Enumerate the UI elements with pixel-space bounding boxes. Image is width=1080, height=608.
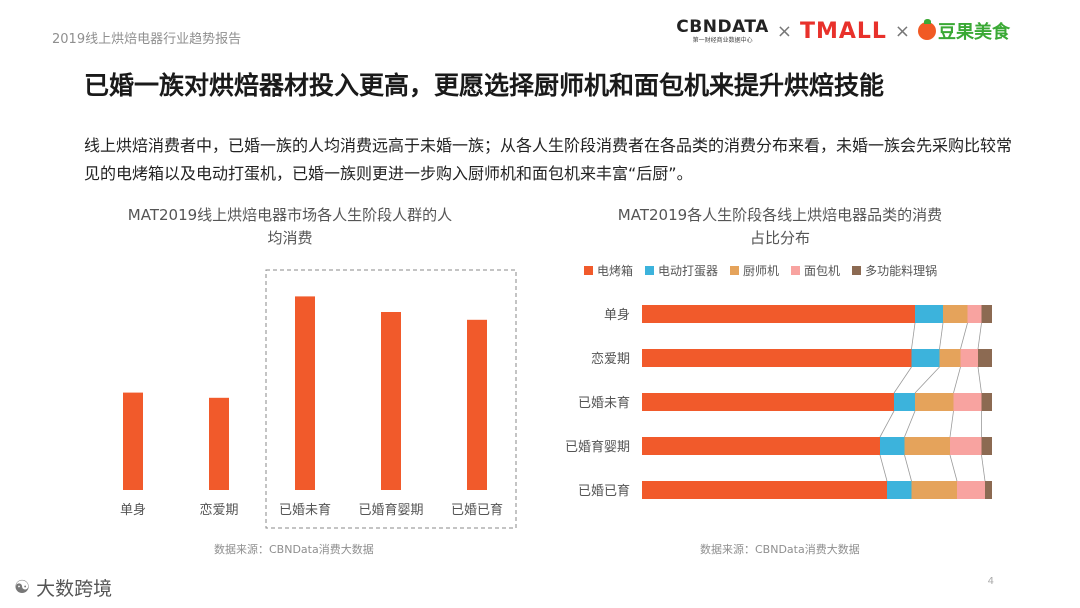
connector-line: [949, 410, 954, 438]
bar-chart-title: MAT2019线上烘焙电器市场各人生阶段人群的人 均消费: [100, 204, 480, 250]
stacked-bar-segment: [911, 349, 940, 367]
douguo-logo-text: 豆果美食: [938, 22, 1010, 43]
connector-line: [904, 454, 912, 482]
tmall-logo: TMALL: [799, 18, 887, 44]
bar-chart-title-line2: 均消费: [267, 229, 313, 247]
stacked-bar-segment: [981, 393, 992, 411]
douguo-logo: 豆果美食: [918, 18, 1010, 44]
stacked-bar-segment: [904, 437, 950, 455]
legend-swatch: [852, 266, 862, 275]
legend-label: 电动打蛋器: [658, 264, 719, 278]
page-number: 4: [987, 576, 994, 587]
tomato-icon: [918, 19, 936, 40]
connector-line: [977, 322, 982, 350]
x-tick-label: 已婚未育: [279, 502, 331, 518]
connector-line: [914, 366, 940, 394]
stacked-bar-segment: [960, 349, 978, 367]
stacked-chart-title-line1: MAT2019各人生阶段各线上烘焙电器品类的消费: [617, 206, 943, 224]
stacked-bar-segment: [978, 349, 992, 367]
stacked-bar-segment: [985, 481, 992, 499]
description-text: 线上烘焙消费者中，已婚一族的人均消费远高于未婚一族；从各人生阶段消费者在各品类的…: [84, 136, 1013, 183]
stacked-bar-segment: [894, 393, 915, 411]
legend-swatch: [730, 266, 740, 275]
stacked-bar-segment: [981, 305, 992, 323]
y-tick-label: 恋爱期: [591, 351, 630, 367]
footer-brand-text: 大数跨境: [36, 578, 113, 600]
stacked-chart-title-line2: 占比分布: [749, 229, 810, 247]
stacked-bar-segment: [915, 393, 954, 411]
connector-line: [939, 322, 944, 350]
times-separator-2: ×: [894, 20, 910, 42]
highlight-box: [265, 269, 517, 529]
y-tick-label: 已婚育婴期: [565, 439, 630, 455]
legend-label: 面包机: [804, 264, 841, 278]
bar: [123, 392, 143, 490]
connector-line: [904, 410, 916, 438]
page-title: 已婚一族对烘焙器材投入更高，更愿选择厨师机和面包机来提升烘焙技能: [84, 71, 885, 100]
stacked-bar-segment: [981, 437, 992, 455]
connector-line: [977, 366, 982, 394]
stacked-bar-segment: [950, 437, 982, 455]
stacked-bar-segment: [880, 437, 905, 455]
report-title: 2019线上烘焙电器行业趋势报告: [52, 32, 242, 47]
legend-item: 电动打蛋器: [645, 262, 718, 279]
stacked-chart-source: 数据来源：CBNData消费大数据: [700, 543, 860, 556]
legend-swatch: [645, 266, 655, 275]
legend-label: 多功能料理锅: [865, 264, 938, 278]
stacked-bar-segment: [967, 305, 982, 323]
bar: [295, 296, 315, 490]
cbndata-logo-subtext: 第一财经商业数据中心: [692, 36, 753, 44]
stacked-bar-segment: [642, 481, 887, 499]
connector-line: [879, 454, 888, 482]
legend-label: 厨师机: [743, 264, 780, 278]
stacked-bar-segment: [642, 437, 880, 455]
legend-label: 电烤箱: [597, 264, 634, 278]
connector-line: [911, 322, 916, 350]
stacked-bar-segment: [887, 481, 912, 499]
footer-brand: ☯ 大数跨境: [14, 574, 112, 601]
x-tick-label: 恋爱期: [199, 502, 238, 518]
x-tick-label: 单身: [120, 502, 146, 518]
bar: [209, 397, 229, 490]
legend-item: 面包机: [791, 262, 840, 279]
y-tick-label: 单身: [604, 307, 630, 323]
stacked-bar-segment: [957, 481, 985, 499]
stacked-bar-segment: [939, 349, 961, 367]
stacked-bar-segment: [642, 349, 912, 367]
legend-item: 多功能料理锅: [852, 262, 937, 279]
brand-icon: ☯: [14, 577, 31, 598]
bar: [467, 319, 487, 490]
legend-item: 厨师机: [730, 262, 779, 279]
cbndata-logo-text: CBNDATA: [676, 16, 769, 37]
connector-line: [949, 454, 958, 482]
connector-line: [981, 454, 986, 482]
y-tick-label: 已婚未育: [578, 395, 630, 411]
stacked-bar-segment: [642, 305, 915, 323]
x-tick-label: 已婚已育: [451, 502, 503, 518]
partner-logos: CBNDATA 第一财经商业数据中心 × TMALL × 豆果美食: [676, 18, 1010, 44]
stacked-bar-segment: [911, 481, 957, 499]
connector-line: [879, 410, 895, 438]
connector-line: [953, 366, 961, 394]
times-separator: ×: [776, 20, 792, 42]
legend-swatch: [791, 266, 801, 275]
stacked-bar-segment: [915, 305, 943, 323]
connector-line: [893, 366, 912, 394]
cbndata-logo: CBNDATA 第一财经商业数据中心: [676, 16, 769, 44]
connector-line: [960, 322, 968, 350]
stacked-bar-segment: [943, 305, 968, 323]
bar-chart-title-line1: MAT2019线上烘焙电器市场各人生阶段人群的人: [127, 206, 453, 224]
bar: [381, 312, 401, 490]
legend-item: 电烤箱: [584, 262, 633, 279]
stacked-chart-legend: 电烤箱 电动打蛋器 厨师机 面包机 多功能料理锅: [584, 262, 937, 279]
stacked-bar-segment: [642, 393, 894, 411]
legend-swatch: [584, 266, 593, 275]
x-tick-label: 已婚育婴期: [358, 502, 423, 518]
stacked-bar-segment: [953, 393, 982, 411]
bar-chart-source: 数据来源：CBNData消费大数据: [214, 543, 374, 556]
stacked-chart-title: MAT2019各人生阶段各线上烘焙电器品类的消费 占比分布: [590, 204, 970, 250]
y-tick-label: 已婚已育: [578, 483, 630, 499]
